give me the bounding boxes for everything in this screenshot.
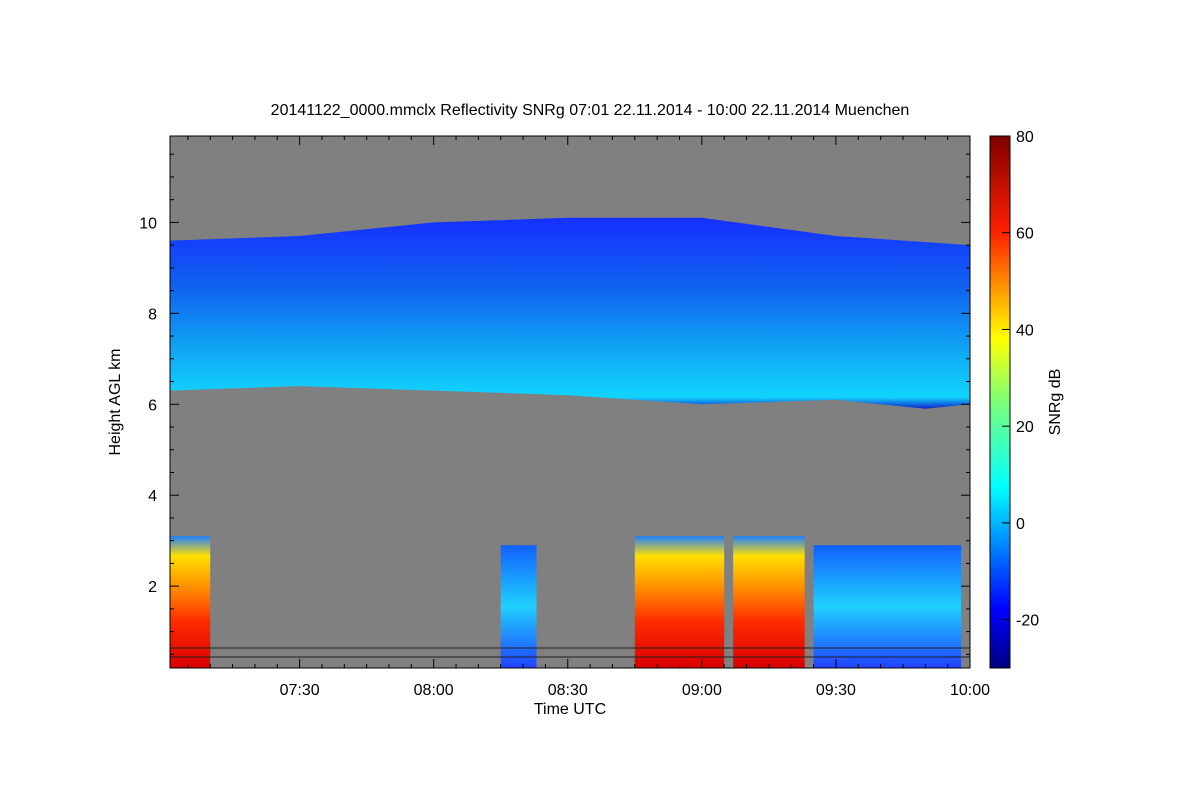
colorbar-tick-label: 20 <box>1016 419 1034 436</box>
colorbar-axis: -20 0 20 40 60 80 <box>1002 129 1039 630</box>
y-tick-label: 4 <box>148 488 157 505</box>
y-tick-label: 10 <box>139 215 157 232</box>
x-tick-label: 09:30 <box>816 682 856 699</box>
y-tick-label: 8 <box>148 306 157 323</box>
precipitation-shaft <box>813 545 962 668</box>
precipitation-shaft <box>170 536 211 668</box>
colorbar-label: SNRg dB <box>1047 369 1064 436</box>
y-axis: 2 4 6 8 10 <box>139 153 970 655</box>
x-axis-label: Time UTC <box>534 701 606 718</box>
colorbar-tick-label: 40 <box>1016 322 1034 339</box>
precipitation-shafts <box>170 536 962 668</box>
colorbar-tick-label: 0 <box>1016 516 1025 533</box>
x-axis: 07:30 08:00 08:30 09:00 09:30 10:00 <box>187 136 990 699</box>
y-tick-label: 2 <box>148 579 157 596</box>
x-tick-label: 08:00 <box>414 682 454 699</box>
colorbar-tick-label: 80 <box>1016 129 1034 146</box>
colorbar-tick-label: -20 <box>1016 613 1039 630</box>
plot-area <box>170 136 970 668</box>
x-tick-label: 09:00 <box>682 682 722 699</box>
x-tick-label: 07:30 <box>280 682 320 699</box>
colorbar <box>989 135 1011 669</box>
x-tick-label: 10:00 <box>950 682 990 699</box>
upper-cloud-layer <box>170 217 970 409</box>
y-axis-label: Height AGL km <box>107 348 124 455</box>
colorbar-tick-label: 60 <box>1016 226 1034 243</box>
y-tick-label: 6 <box>148 397 157 414</box>
chart-title: 20141122_0000.mmclx Reflectivity SNRg 07… <box>271 102 910 119</box>
precipitation-shaft <box>733 536 805 668</box>
x-tick-label: 08:30 <box>548 682 588 699</box>
plot-frame <box>169 135 971 669</box>
precipitation-shaft <box>634 536 725 668</box>
precipitation-shaft <box>500 545 537 668</box>
